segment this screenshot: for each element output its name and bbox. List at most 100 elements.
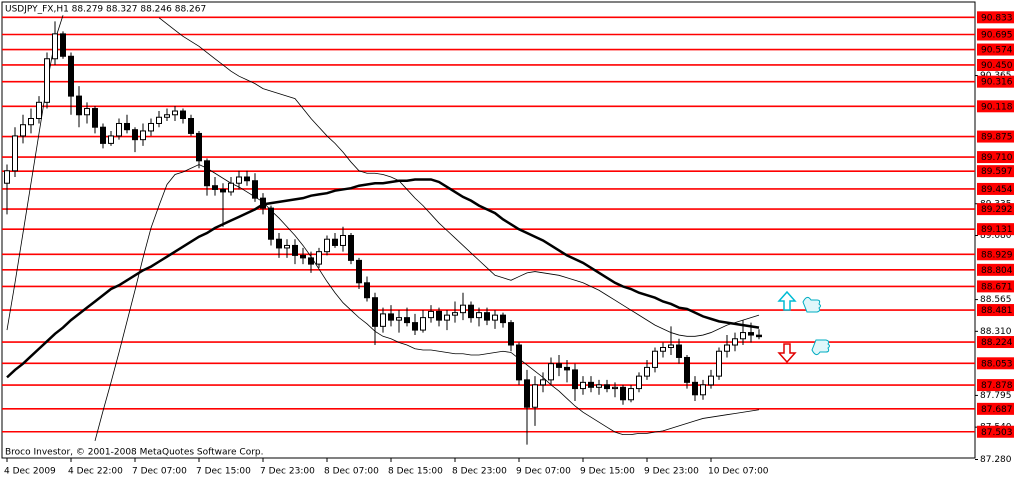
level-label: 87.503 [981,428,1013,438]
candle-body [292,244,298,256]
candle-body [316,251,322,265]
x-tick-label: 8 Dec 07:00 [324,467,379,477]
x-tick-label: 7 Dec 07:00 [132,467,187,477]
level-label: 88.224 [981,338,1013,348]
level-label: 90.450 [981,61,1013,71]
candle-body [324,238,330,253]
candle-body [132,129,138,141]
candle-body [684,356,690,383]
levels-layer [2,16,975,433]
candle-body [92,108,98,128]
candle-body [564,366,570,371]
candle-body [188,118,194,134]
candle-body [148,122,154,132]
sell-signal-icon [777,339,830,364]
level-label: 89.710 [981,153,1013,163]
candle-body [156,116,162,124]
x-tick-label: 9 Dec 15:00 [580,467,635,477]
candle-body [604,384,610,390]
candle-body [364,282,370,299]
candle-body [60,33,66,57]
candle-body [76,95,82,116]
candle-body [4,170,10,184]
candle-body [468,304,474,319]
level-label: 88.804 [981,266,1013,276]
candle-body [388,313,394,321]
level-label-bg [977,11,1014,24]
candle-body [236,176,242,184]
level-label: 88.481 [981,306,1013,316]
level-label: 89.875 [981,133,1013,143]
candle-body [644,366,650,377]
candle-body [732,338,738,346]
candle-body [476,312,482,319]
level-label: 89.597 [981,167,1013,177]
x-tick-label: 9 Dec 07:00 [516,467,571,477]
candle-body [308,257,314,265]
candle-body [212,185,218,190]
candle-body [612,386,618,390]
x-tick-label: 8 Dec 15:00 [388,467,443,477]
candle-body [68,55,74,97]
level-label: 90.833 [981,13,1013,23]
level-label: 87.687 [981,405,1013,415]
candle-body [516,344,522,381]
level-label-bg [977,223,1014,236]
y-tick-label: 88.310 [980,327,1012,337]
level-label: 90.695 [981,30,1013,40]
level-label-bg [977,28,1014,41]
candle-body [196,132,202,162]
candle-body [404,317,410,324]
candle-body [116,122,122,137]
candle-body [556,363,562,368]
candle-body [108,135,114,144]
candle-body [540,379,546,386]
candle-body [596,384,602,388]
candle-body [84,108,90,116]
candle-body [220,188,226,193]
candle-body [484,312,490,321]
level-label-bg [977,263,1014,276]
level-label: 88.929 [981,250,1013,260]
candle-body [356,259,362,284]
candle-body [372,297,378,327]
candle-body [180,110,186,119]
candle-body [700,384,706,396]
level-label-bg [977,43,1014,56]
level-label-bg [977,58,1014,71]
candle-body [692,381,698,396]
level-label-bg [977,336,1014,349]
candle-body [244,176,250,182]
candle-body [452,312,458,316]
level-label: 90.118 [981,102,1013,112]
candle-body [348,234,354,261]
level-label: 89.292 [981,205,1013,215]
level-label-bg [977,304,1014,317]
candle-body [668,344,674,348]
candle-body [524,379,530,408]
candle-body [44,58,50,103]
level-label: 90.574 [981,46,1013,56]
y-tick-label: 89.080 [980,231,1012,241]
candle-body [204,160,210,187]
candle-body [412,322,418,331]
x-tick-label: 7 Dec 15:00 [196,467,251,477]
level-label-bg [977,248,1014,261]
candle-body [620,386,626,401]
candle-body [500,314,506,324]
candle-body [228,182,234,193]
level-label-bg [977,165,1014,178]
candle-body [492,314,498,321]
level-label-bg [977,402,1014,415]
candle-body [628,388,634,401]
candle-body [300,254,306,259]
candle-body [172,110,178,116]
candle-body [636,375,642,390]
level-label-bg [977,379,1014,392]
candle-body [12,135,18,172]
plot-frame [1,1,976,459]
x-tick-label: 4 Dec 22:00 [68,467,123,477]
candle-body [28,118,34,126]
axis-layer: 90.36589.33589.08088.56588.31087.79587.5… [4,11,1014,477]
level-label: 88.671 [981,282,1013,292]
